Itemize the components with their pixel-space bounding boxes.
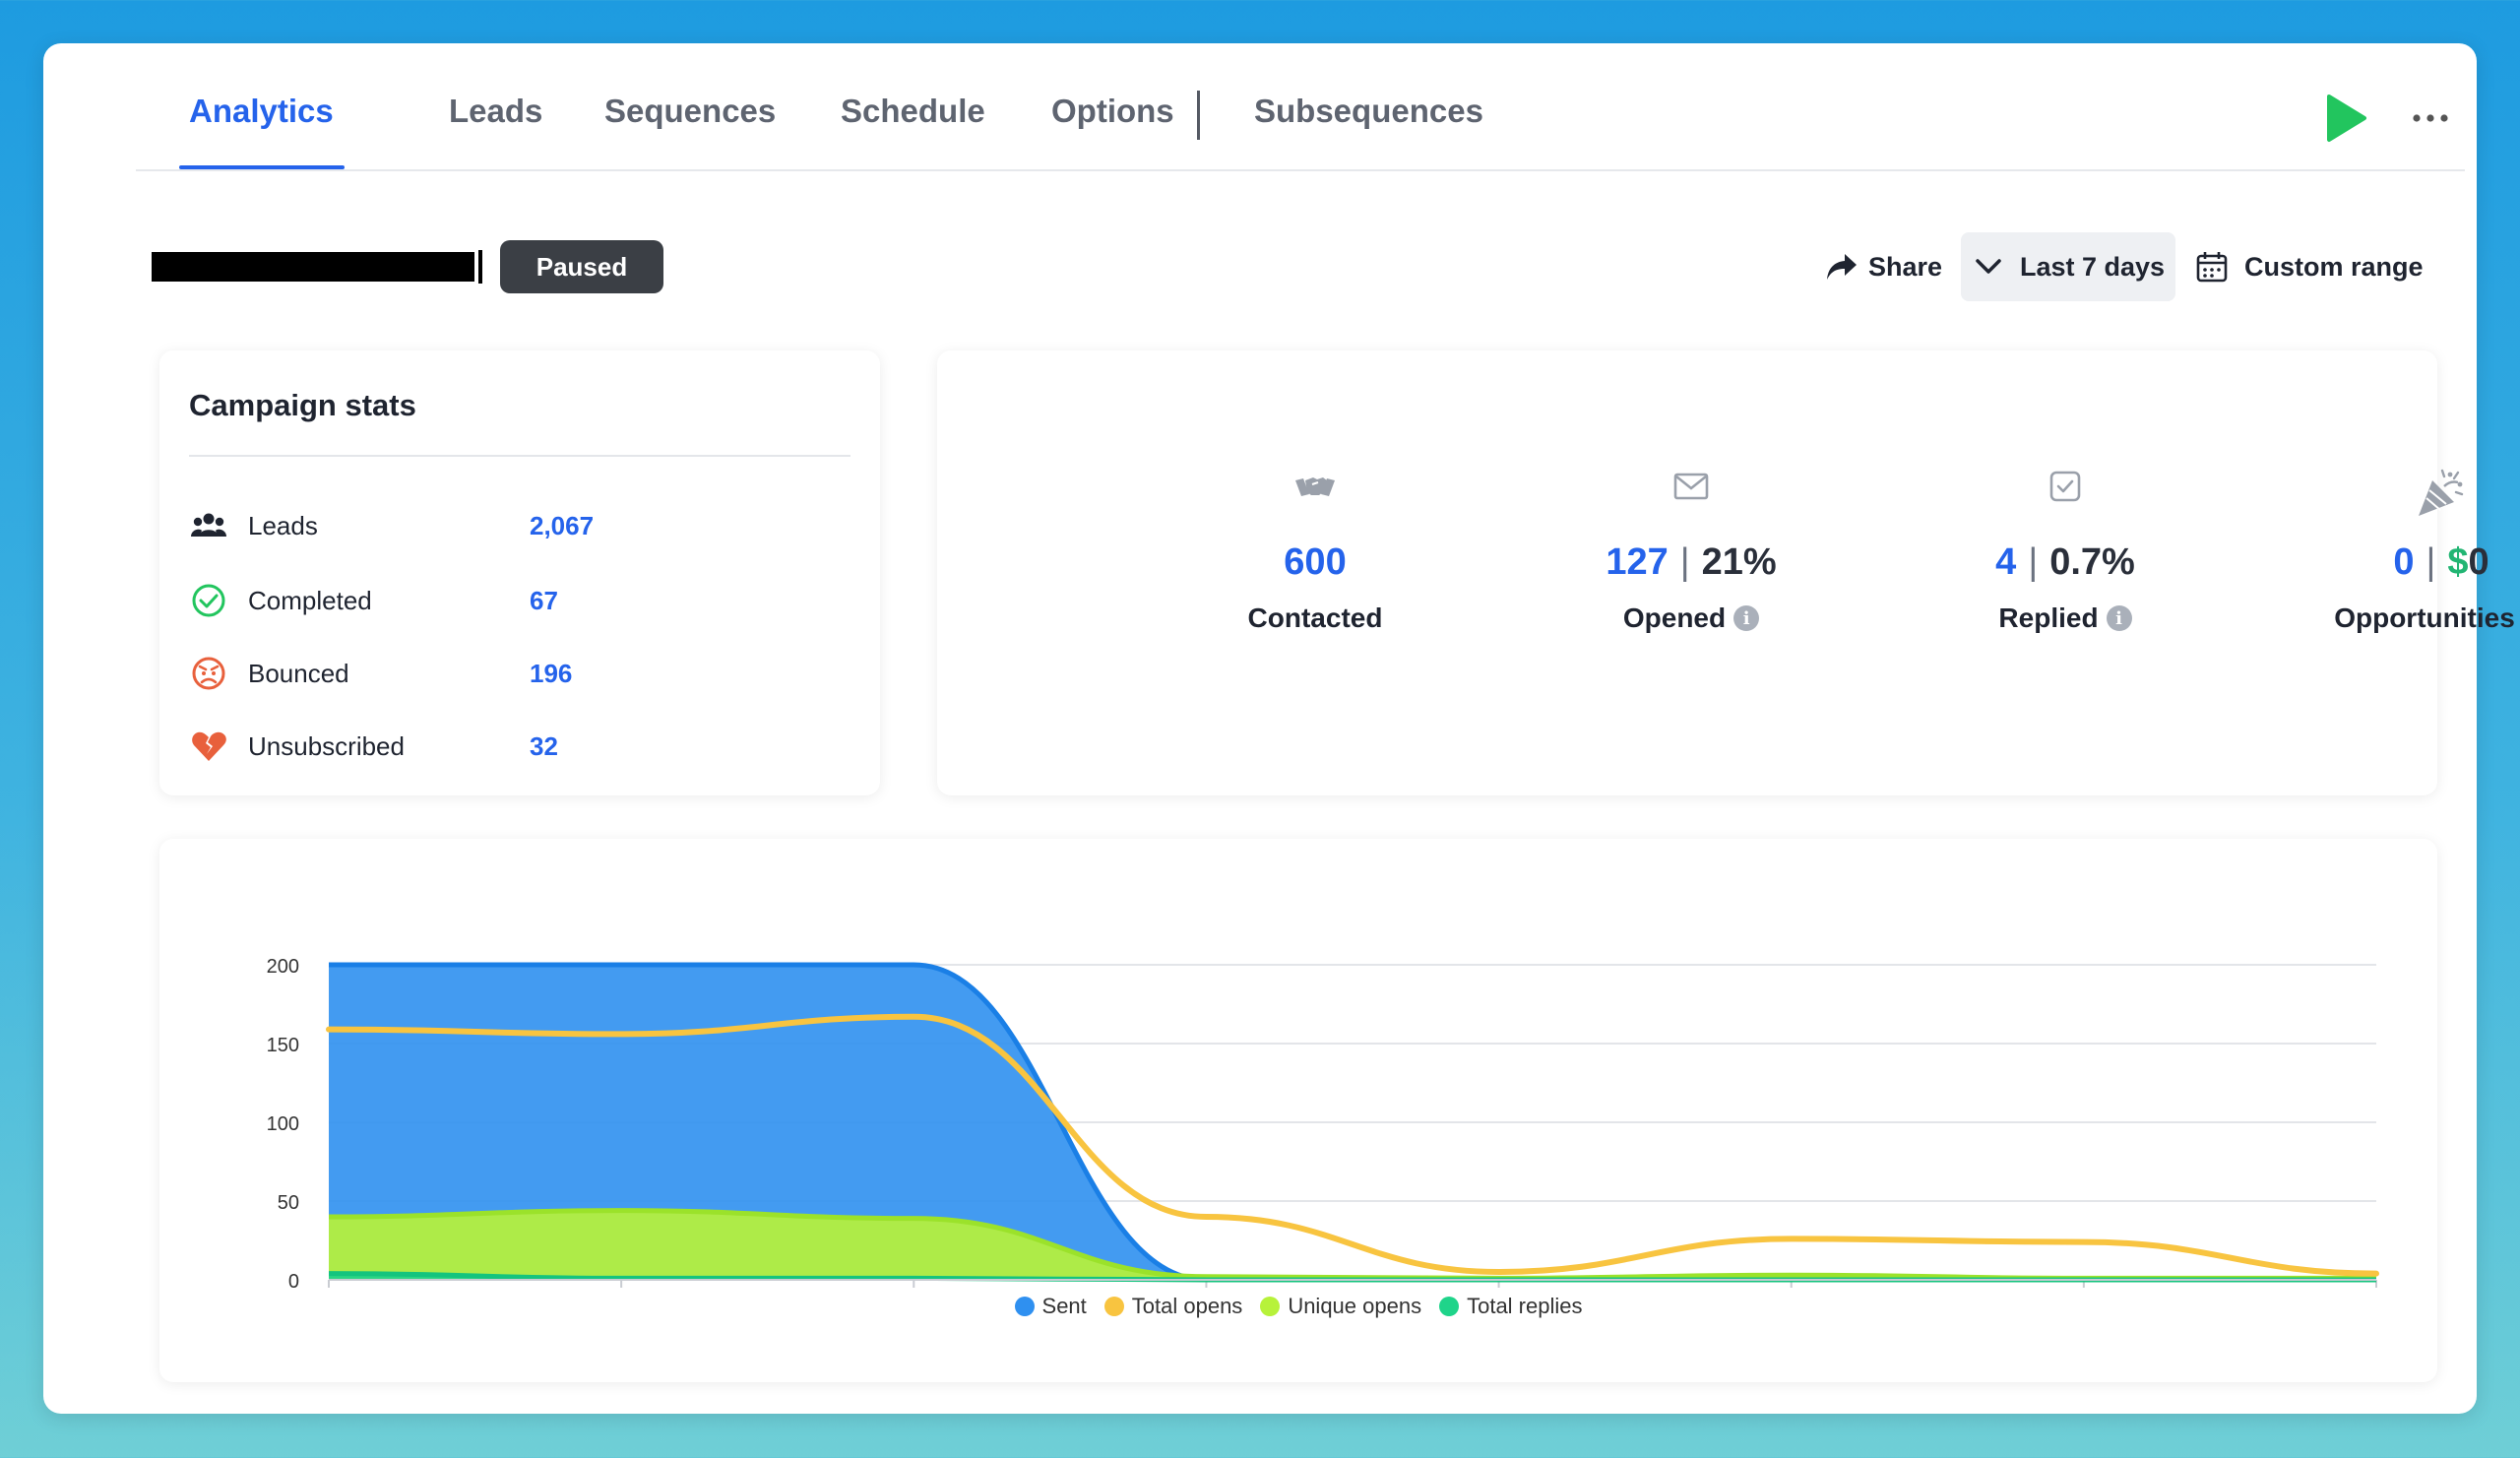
metric-contacted: 600 Contacted <box>1167 350 1463 795</box>
tab-options[interactable]: Options <box>1051 93 1174 129</box>
contacted-label: Contacted <box>1167 602 1463 634</box>
contacted-value: 600 <box>1284 541 1347 583</box>
legend-dot <box>1260 1297 1281 1316</box>
series-area-unique-opens <box>329 1210 2376 1280</box>
legend-item-unique-opens[interactable]: Unique opens <box>1260 1294 1421 1319</box>
legend-label: Total opens <box>1131 1294 1243 1318</box>
legend-item-sent[interactable]: Sent <box>1014 1294 1087 1319</box>
tab-schedule[interactable]: Schedule <box>841 93 985 129</box>
stat-row-completed: Completed 67 <box>189 581 839 620</box>
opened-percent: 21% <box>1701 541 1777 583</box>
legend-label: Total replies <box>1467 1294 1583 1318</box>
metrics-panel: 600 Contacted 127 | 21% Opened i 4 | 0.7% Rep… <box>937 350 2515 795</box>
replied-percent: 0.7% <box>2049 541 2135 583</box>
checkbox-icon <box>1918 467 2213 514</box>
opportunities-value: 0 | $0 <box>2393 541 2489 583</box>
more-options-icon[interactable] <box>2406 98 2455 138</box>
legend-dot <box>1014 1297 1035 1316</box>
series-area-sent <box>329 965 2376 1280</box>
opportunities-label: Opportunitiesi <box>2294 602 2520 634</box>
chevron-down-icon <box>1976 259 2001 274</box>
opportunities-amount: 0 <box>2468 541 2489 583</box>
opportunities-label-text: Opportunities <box>2334 602 2515 633</box>
analytics-card: Analytics Leads Sequences Schedule Optio… <box>43 43 2515 1414</box>
legend-dot <box>1103 1297 1124 1316</box>
tab-analytics[interactable]: Analytics <box>189 93 334 129</box>
stat-value: 196 <box>530 658 573 688</box>
status-badge: Paused <box>500 240 663 293</box>
stat-row-unsubscribed: Unsubscribed 32 <box>189 727 839 766</box>
metric-opportunities: 0|$0 Opportunitiesi <box>2294 350 2520 795</box>
tab-leads[interactable]: Leads <box>449 93 543 129</box>
info-icon[interactable]: i <box>2106 605 2132 631</box>
legend-item-total-opens[interactable]: Total opens <box>1103 1294 1243 1319</box>
opened-count: 127 <box>1606 541 1669 583</box>
opportunities-count: 0 <box>2393 541 2415 583</box>
stat-row-bounced: Bounced 196 <box>189 654 839 693</box>
replied-label-text: Replied <box>1998 602 2099 633</box>
date-range-dropdown[interactable]: Last 7 days <box>1961 232 2175 301</box>
replied-label: Replied i <box>1918 602 2213 634</box>
chart-panel: 20015010050012 Apr13 Apr14 Apr15 Apr16 A… <box>159 839 2437 1382</box>
stat-label: Bounced <box>248 658 349 688</box>
tab-divider <box>1197 91 1200 140</box>
y-tick-label: 200 <box>267 956 299 978</box>
metric-opened: 127 | 21% Opened i <box>1544 350 1839 795</box>
text-caret <box>478 250 482 284</box>
stat-label: Completed <box>248 585 372 615</box>
envelope-icon <box>1544 467 1839 514</box>
y-tick-label: 100 <box>267 1113 299 1135</box>
stat-row-leads: Leads 2,067 <box>189 506 839 545</box>
analytics-chart: 20015010050012 Apr13 Apr14 Apr15 Apr16 A… <box>267 956 2379 1292</box>
broken-heart-icon <box>189 727 228 766</box>
contacted-label-text: Contacted <box>1247 602 1383 633</box>
handshake-icon <box>1167 467 1463 514</box>
stat-value: 2,067 <box>530 510 595 540</box>
opened-value: 127 | 21% <box>1606 541 1777 583</box>
party-popper-icon <box>2294 467 2520 516</box>
y-tick-label: 0 <box>288 1271 299 1292</box>
chart-legend: Sent Total opens Unique opens Total repl… <box>159 1294 2437 1319</box>
date-range-label: Last 7 days <box>2020 251 2166 282</box>
active-tab-indicator <box>179 165 345 169</box>
tab-bar: Analytics Leads Sequences Schedule Optio… <box>136 43 2465 171</box>
opportunities-currency: $ <box>2447 541 2469 583</box>
divider <box>189 455 850 457</box>
angry-face-icon <box>189 654 228 693</box>
opened-label-text: Opened <box>1622 602 1727 633</box>
stat-label: Unsubscribed <box>248 730 405 761</box>
users-icon <box>189 506 228 545</box>
custom-range-label: Custom range <box>2244 251 2424 282</box>
calendar-icon <box>2196 252 2228 283</box>
metric-replied: 4 | 0.7% Replied i <box>1918 350 2213 795</box>
stat-value: 67 <box>530 585 558 615</box>
share-label: Share <box>1868 251 1943 282</box>
share-icon <box>1827 254 1857 280</box>
legend-label: Unique opens <box>1288 1294 1422 1318</box>
stat-label: Leads <box>248 510 318 540</box>
legend-item-total-replies[interactable]: Total replies <box>1439 1294 1582 1319</box>
info-icon[interactable]: i <box>1733 605 1760 631</box>
campaign-stats-title: Campaign stats <box>189 388 416 422</box>
tab-subsequences[interactable]: Subsequences <box>1254 93 1483 129</box>
custom-range-button[interactable]: Custom range <box>2195 238 2424 295</box>
replied-value: 4 | 0.7% <box>1995 541 2135 583</box>
y-tick-label: 150 <box>267 1035 299 1056</box>
play-icon[interactable] <box>2323 93 2370 144</box>
legend-dot <box>1439 1297 1460 1316</box>
check-circle-icon <box>189 581 228 620</box>
tab-sequences[interactable]: Sequences <box>604 93 777 129</box>
y-tick-label: 50 <box>278 1192 299 1214</box>
campaign-stats-panel: Campaign stats Leads 2,067 Completed 67 … <box>159 350 880 795</box>
opened-label: Opened i <box>1544 602 1839 634</box>
replied-count: 4 <box>1995 541 2017 583</box>
share-button[interactable]: Share <box>1825 238 1942 295</box>
campaign-name-redacted <box>152 252 474 282</box>
series-line-total-opens <box>326 1013 2379 1277</box>
stat-value: 32 <box>530 730 558 761</box>
legend-label: Sent <box>1041 1294 1087 1318</box>
